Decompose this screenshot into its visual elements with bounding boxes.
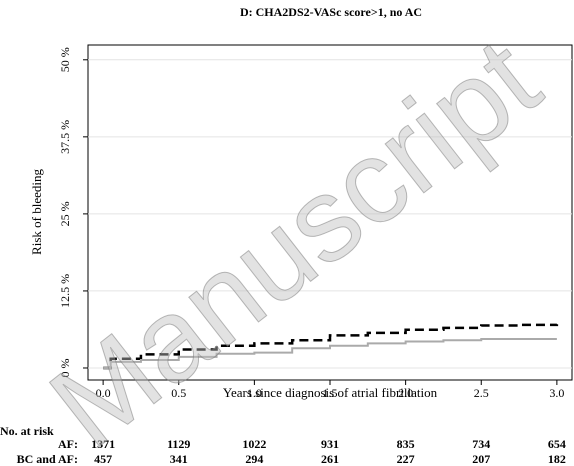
x-axis-label: Years since diagnosis of atrial fibrilla… [223, 385, 438, 400]
x-tick-label: 0.0 [96, 386, 111, 400]
risk-count: 734 [472, 437, 490, 451]
risk-count: 207 [472, 452, 490, 466]
y-tick-label: 50 % [58, 47, 72, 72]
risk-count: 931 [321, 437, 339, 451]
survival-line [103, 323, 559, 370]
risk-count: 1022 [242, 437, 266, 451]
y-tick-label: 37.5 % [58, 120, 72, 154]
chart-title: D: CHA2DS2-VASc score>1, no AC [240, 5, 422, 19]
risk-table-title: No. at risk [0, 424, 54, 438]
x-tick-label: 2.5 [474, 386, 489, 400]
x-tick-label: 2.0 [398, 386, 413, 400]
risk-count: 227 [397, 452, 415, 466]
risk-count: 1129 [167, 437, 190, 451]
y-axis-label: Risk of bleeding [29, 169, 44, 255]
x-tick-label: 1.0 [247, 386, 262, 400]
risk-row-label: AF: [58, 437, 78, 451]
risk-count: 261 [321, 452, 339, 466]
risk-count: 294 [245, 452, 263, 466]
risk-count: 341 [170, 452, 188, 466]
risk-count: 182 [548, 452, 566, 466]
risk-count: 457 [94, 452, 112, 466]
y-tick-label: 0 % [58, 358, 72, 377]
survival-line [103, 338, 557, 369]
y-tick-label: 25 % [58, 201, 72, 226]
x-tick-label: 0.5 [171, 386, 186, 400]
risk-row-label: BC and AF: [17, 452, 78, 466]
risk-count: 654 [548, 437, 566, 451]
risk-count: 1371 [91, 437, 115, 451]
x-tick-label: 3.0 [549, 386, 564, 400]
risk-count: 835 [397, 437, 415, 451]
x-tick-label: 1.5 [323, 386, 338, 400]
y-tick-label: 12.5 % [58, 274, 72, 308]
